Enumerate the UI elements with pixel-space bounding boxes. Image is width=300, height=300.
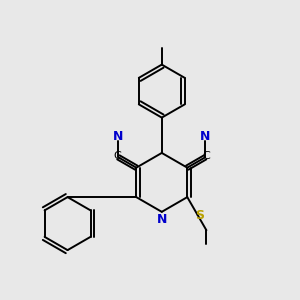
Text: N: N — [157, 213, 167, 226]
Text: S: S — [195, 209, 204, 222]
Text: N: N — [113, 130, 124, 143]
Text: C: C — [113, 151, 121, 161]
Text: N: N — [200, 130, 210, 143]
Text: C: C — [203, 151, 211, 161]
